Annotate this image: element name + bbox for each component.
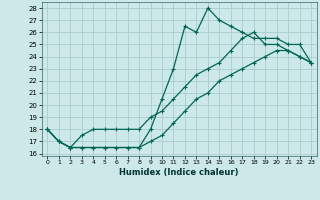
X-axis label: Humidex (Indice chaleur): Humidex (Indice chaleur) (119, 168, 239, 177)
